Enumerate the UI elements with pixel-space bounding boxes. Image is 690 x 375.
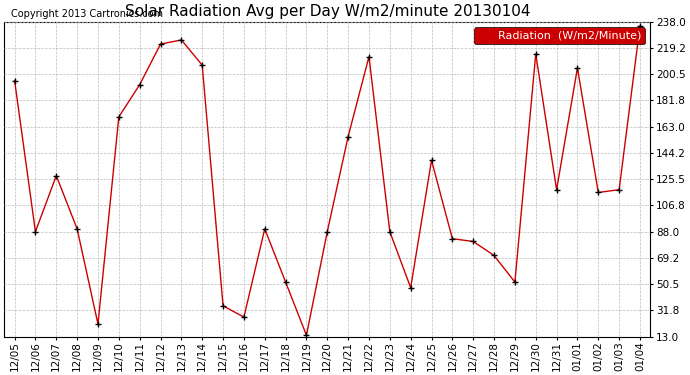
Title: Solar Radiation Avg per Day W/m2/minute 20130104: Solar Radiation Avg per Day W/m2/minute … <box>124 4 530 19</box>
Legend: Radiation  (W/m2/Minute): Radiation (W/m2/Minute) <box>474 27 645 44</box>
Text: Copyright 2013 Cartronics.com: Copyright 2013 Cartronics.com <box>10 9 163 19</box>
